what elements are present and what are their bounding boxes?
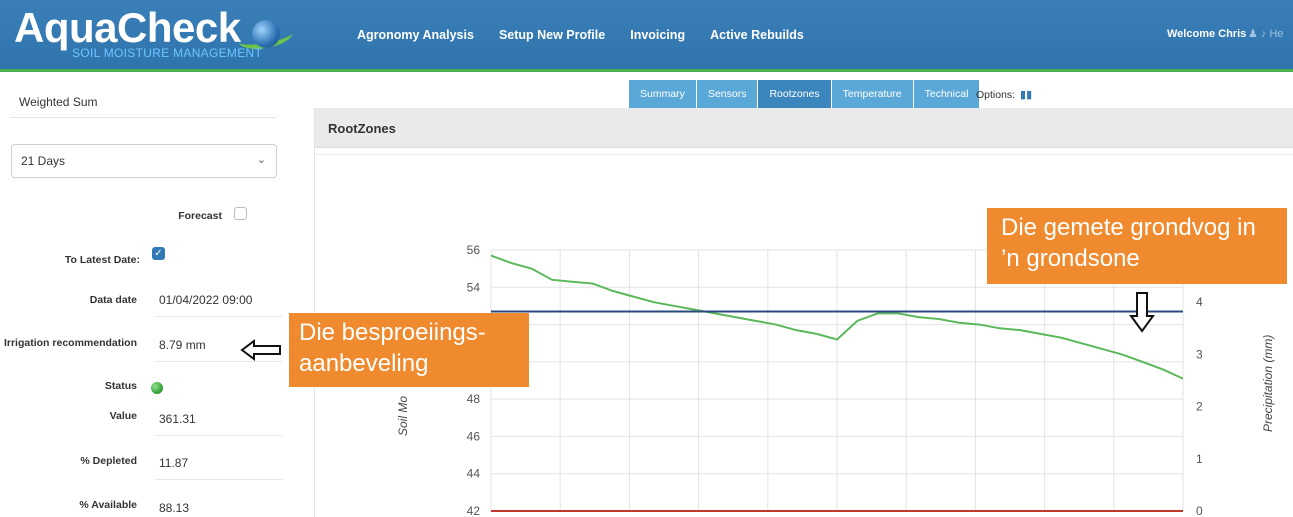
panel-title: RootZones [328,121,396,136]
divider [155,361,283,362]
data-date-value: 01/04/2022 09:00 [159,293,253,307]
main-nav: Agronomy Analysis Setup New Profile Invo… [357,28,804,42]
y2-tick-label: 2 [1196,400,1203,414]
options-label: Options: [976,89,1016,101]
divider [315,154,1293,155]
range-select-value: 21 Days [21,154,66,168]
aquacheck-logo[interactable]: AquaCheck SOIL MOISTURE MANAGEMENT [12,4,294,64]
bar-chart-icon[interactable]: ▮▮ [1020,89,1033,101]
y2-tick-label: 3 [1196,347,1203,361]
settings-panel: Weighted Sum 21 Days ⌄ Forecast To Lates… [0,75,300,517]
y-axis-label: Soil Mo [396,396,410,436]
options-menu[interactable]: Options: ▮▮ [976,88,1032,101]
y2-tick-label: 1 [1196,452,1203,466]
y2-axis-label: Precipitation (mm) [1261,335,1275,432]
y-tick-label: 42 [467,504,481,517]
value-label: Value [109,410,137,422]
irrigation-callout: Die besproeiings-aanbeveling [289,313,529,387]
forecast-label: Forecast [178,210,222,222]
logo-text: AquaCheck [14,4,241,51]
welcome-text: Welcome Chris [1167,28,1247,40]
rootzones-panel: RootZones [314,108,1293,517]
top-navigation-bar: AquaCheck SOIL MOISTURE MANAGEMENT Agron… [0,0,1293,72]
down-arrow-icon [1129,292,1155,333]
divider [10,117,276,118]
forecast-checkbox[interactable] [234,207,247,220]
divider [155,435,283,436]
y-tick-label: 48 [467,392,481,406]
y-tick-label: 54 [467,280,481,294]
tab-summary[interactable]: Summary [629,80,696,108]
y-tick-label: 44 [467,467,481,481]
data-date-label: Data date [89,294,137,306]
moisture-callout: Die gemete grondvog in ’n grondsone [987,208,1287,284]
logo-globe-icon [252,20,280,48]
status-indicator-icon [151,382,163,394]
nav-invoicing[interactable]: Invoicing [630,28,686,42]
nav-active-rebuilds[interactable]: Active Rebuilds [710,28,804,42]
chevron-down-icon: ⌄ [256,154,266,166]
irrigation-value: 8.79 mm [159,338,206,352]
irrigation-callout-text: Die besproeiings-aanbeveling [299,319,486,377]
y2-tick-label: 0 [1196,504,1203,517]
tab-sensors[interactable]: Sensors [696,80,758,108]
available-value: 88.13 [159,501,190,515]
depleted-label: % Depleted [80,455,137,467]
y-tick-label: 56 [467,243,481,257]
available-label: % Available [79,499,137,511]
nav-agronomy-analysis[interactable]: Agronomy Analysis [357,28,474,42]
tab-technical[interactable]: Technical [913,80,980,108]
view-tabs: Summary Sensors Rootzones Temperature Te… [629,80,980,108]
divider [155,316,283,317]
value-value: 361.31 [159,412,196,426]
series-line-0 [490,254,1184,380]
latest-date-checkbox[interactable]: ✓ [152,247,165,260]
range-select[interactable]: 21 Days ⌄ [11,144,277,178]
tab-rootzones[interactable]: Rootzones [758,80,831,108]
depleted-value: 11.87 [159,456,189,470]
irrigation-label: Irrigation recommendation [3,337,137,349]
y-tick-label: 46 [467,429,481,443]
logo-tagline: SOIL MOISTURE MANAGEMENT [72,46,263,60]
tab-temperature[interactable]: Temperature [831,80,913,108]
user-menu-icon[interactable]: ♟ ♪ He [1248,28,1284,40]
nav-setup-new-profile[interactable]: Setup New Profile [498,28,606,42]
divider [155,479,283,480]
left-arrow-icon [240,339,281,361]
moisture-callout-text: Die gemete grondvog in ’n grondsone [1001,214,1256,272]
y2-tick-label: 4 [1196,295,1203,309]
latest-date-label: To Latest Date: [64,254,140,266]
calc-mode-label[interactable]: Weighted Sum [19,95,98,109]
panel-header: RootZones [315,108,1293,148]
status-label: Status [104,380,137,392]
